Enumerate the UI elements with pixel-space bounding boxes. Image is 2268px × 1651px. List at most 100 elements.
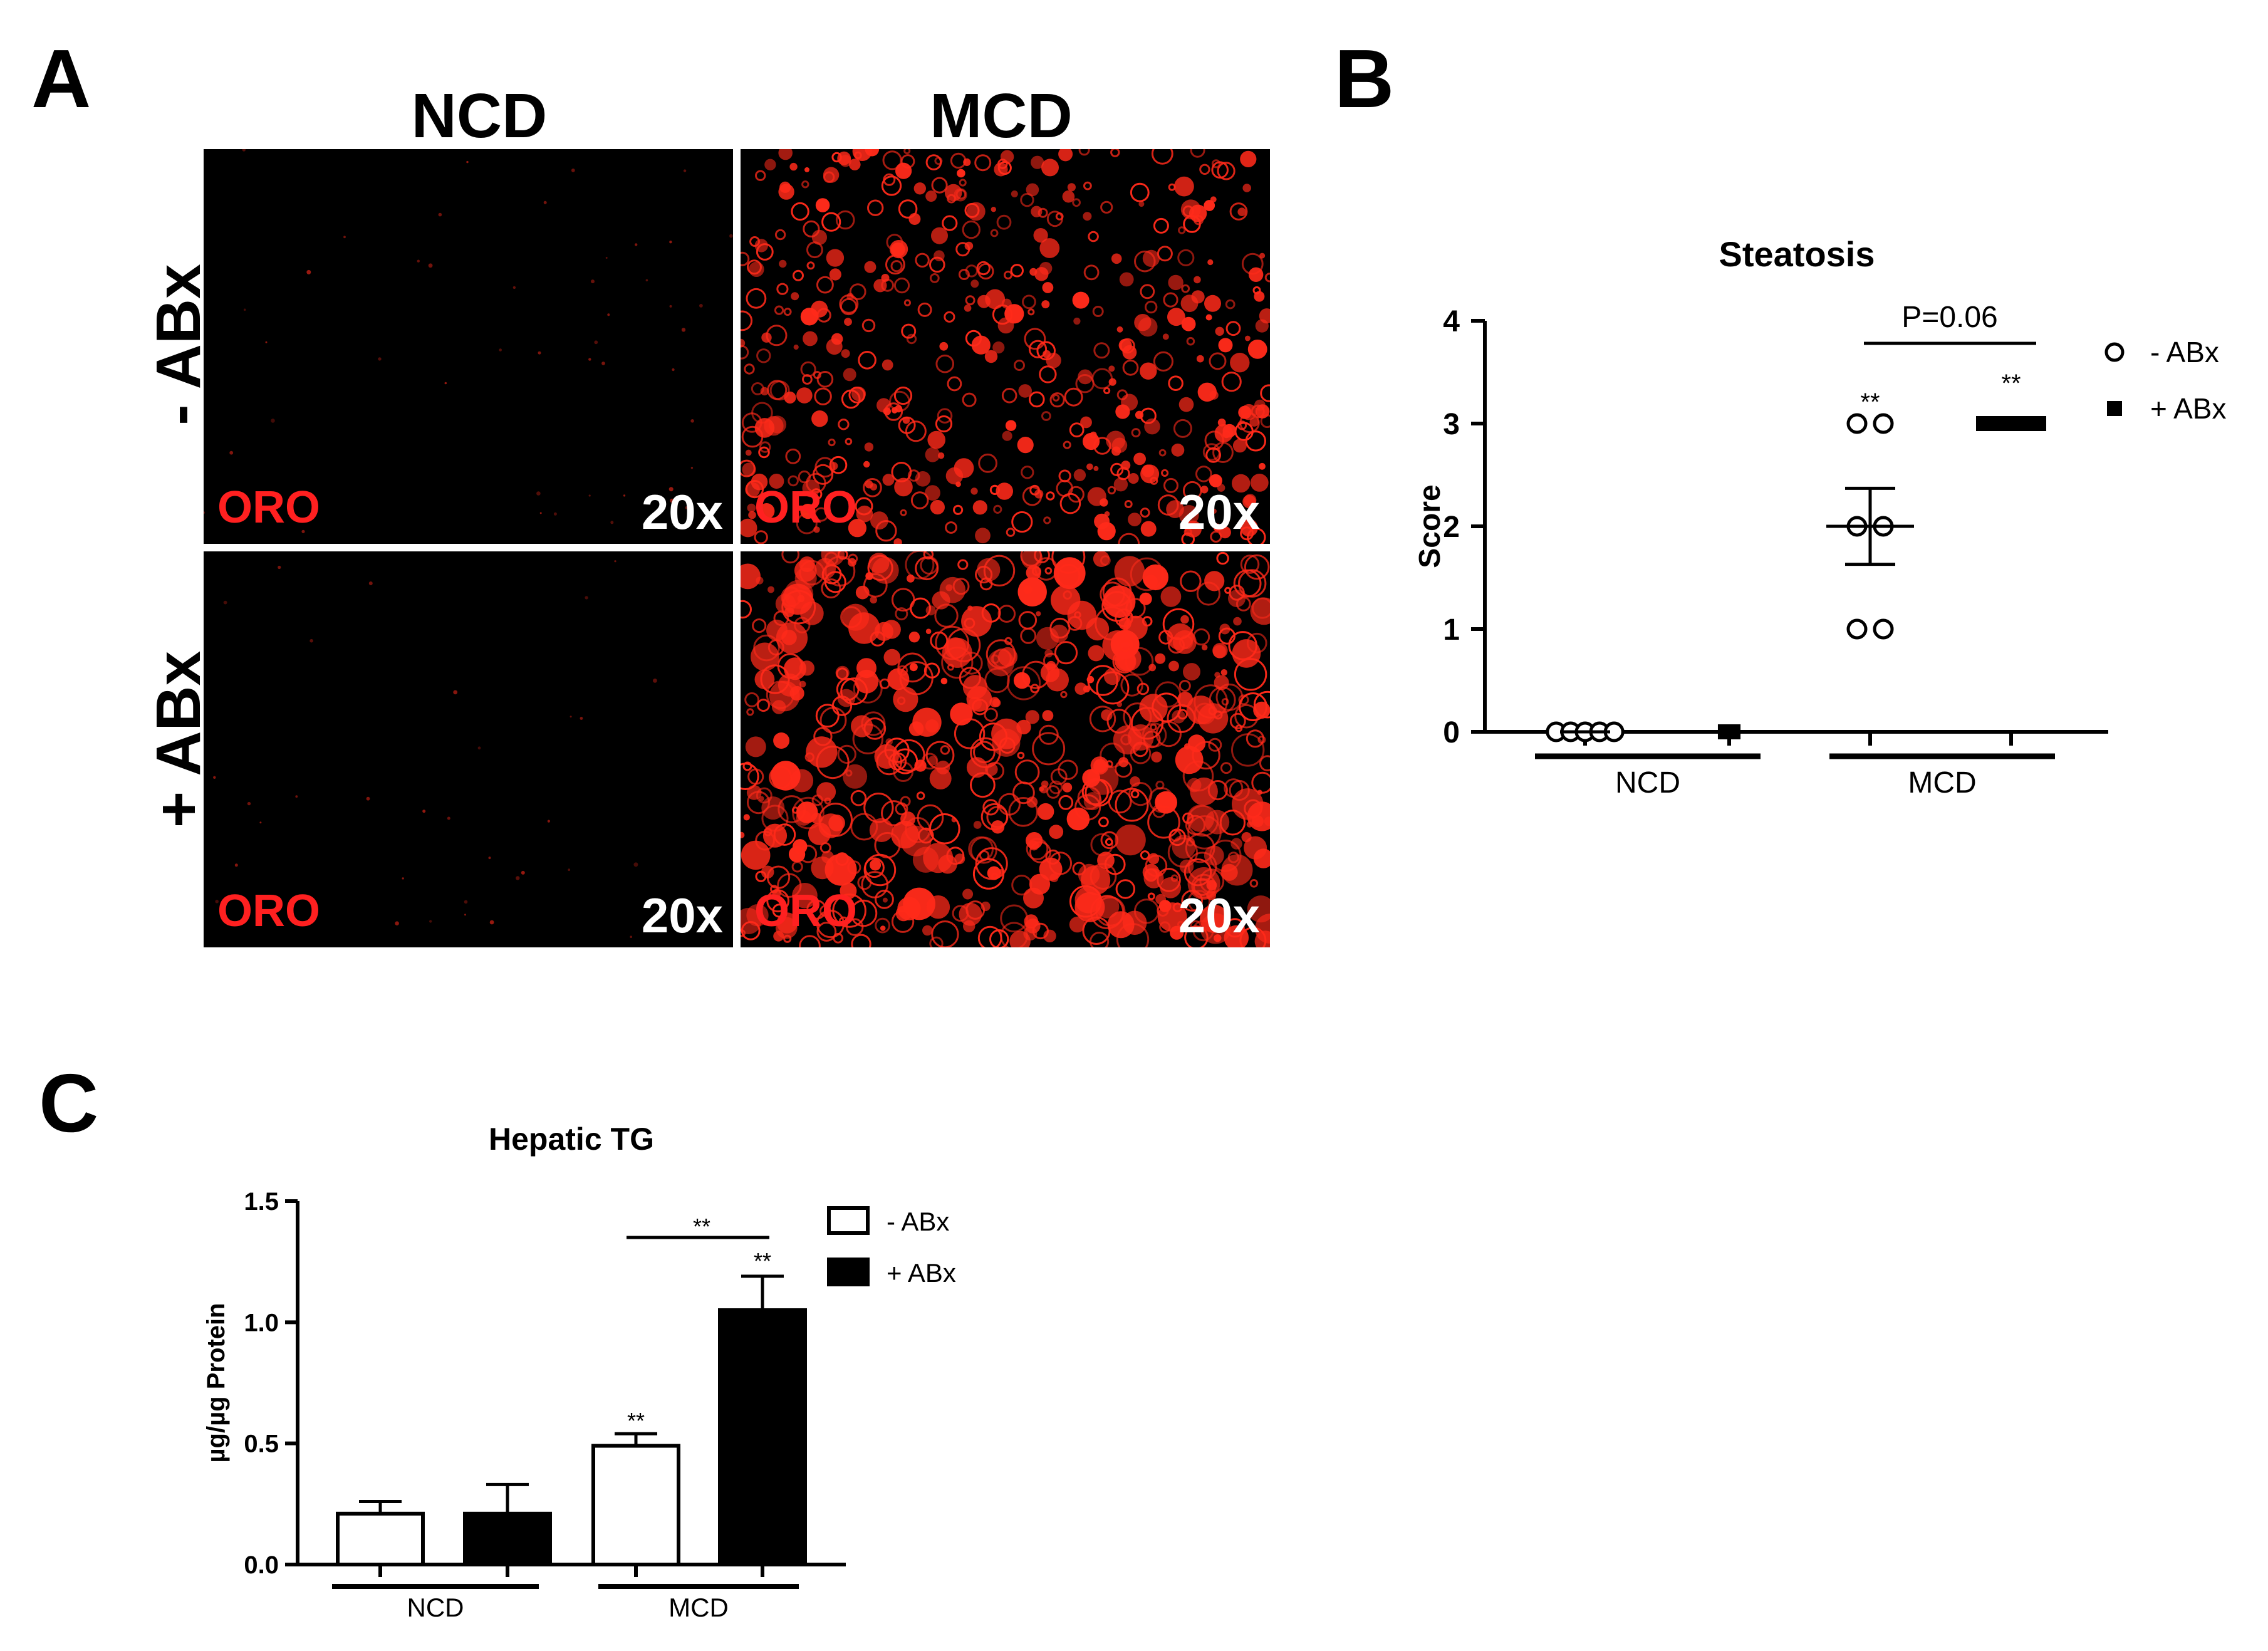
lipid-droplet — [850, 789, 867, 806]
lipid-droplet — [785, 448, 801, 464]
lipid-droplet — [1257, 789, 1262, 795]
lipid-droplet — [1135, 410, 1144, 419]
lipid-droplet — [1043, 516, 1051, 524]
data-point — [1846, 516, 1868, 537]
lipid-droplet — [1056, 479, 1073, 497]
stain-label: ORO — [754, 886, 858, 936]
lipid-droplet — [929, 273, 940, 283]
lipid-droplet — [1234, 704, 1259, 729]
data-point — [1725, 724, 1741, 739]
lipid-droplet — [908, 632, 920, 643]
lipid-droplet — [882, 620, 901, 639]
lipid-droplet — [1018, 384, 1032, 398]
lipid-droplet — [1083, 181, 1092, 190]
lipid-droplet — [1139, 694, 1168, 722]
data-point — [1976, 416, 1991, 431]
lipid-droplet — [447, 816, 450, 820]
lipid-droplet — [994, 162, 1008, 177]
lipid-droplet — [1039, 786, 1044, 792]
lipid-droplet — [1190, 920, 1202, 932]
lipid-droplet — [1151, 751, 1162, 763]
lipid-droplet — [1041, 780, 1049, 788]
lipid-droplet — [959, 179, 967, 187]
lipid-droplet — [814, 387, 832, 405]
lipid-droplet — [835, 852, 849, 866]
lipid-droplet — [900, 811, 916, 827]
lipid-droplet — [928, 756, 938, 766]
lipid-droplet — [1172, 630, 1197, 654]
lipid-droplet — [800, 308, 819, 326]
lipid-droplet — [741, 908, 762, 934]
lipid-droplet — [1036, 611, 1041, 617]
lipid-droplet — [1148, 664, 1157, 672]
lipid-droplet — [752, 618, 767, 633]
lipid-droplet — [890, 260, 903, 273]
lipid-droplet — [1093, 342, 1110, 359]
lipid-droplet — [791, 806, 799, 814]
legend-label: - ABx — [887, 1207, 949, 1236]
lipid-droplet — [893, 278, 910, 294]
lipid-droplet — [1001, 388, 1017, 404]
lipid-droplet — [942, 215, 958, 231]
lipid-droplet — [891, 588, 915, 612]
lipid-droplet — [1180, 570, 1202, 592]
lipid-droplet — [757, 699, 770, 712]
lipid-droplet — [1211, 159, 1221, 169]
lipid-droplet — [1100, 555, 1111, 566]
lipid-droplet — [852, 723, 884, 754]
lipid-droplet — [793, 344, 799, 350]
magnification-label: 20x — [1178, 484, 1260, 539]
lipid-droplet — [1108, 378, 1116, 386]
lipid-droplet — [751, 642, 779, 671]
lipid-droplet — [1183, 528, 1192, 536]
lipid-droplet — [898, 199, 918, 219]
data-point — [1603, 721, 1625, 742]
lipid-droplet — [1024, 328, 1046, 350]
x-tick-label: NCD — [1615, 766, 1680, 799]
lipid-droplet — [223, 600, 227, 605]
lipid-droplet — [743, 814, 750, 821]
lipid-droplet — [1168, 274, 1183, 291]
lipid-droplet — [741, 345, 749, 360]
lipid-droplet — [1153, 351, 1174, 372]
lipid-droplet — [902, 416, 910, 424]
lipid-droplet — [1222, 430, 1230, 439]
lipid-droplet — [960, 652, 983, 675]
lipid-droplet — [835, 665, 850, 680]
lipid-droplet — [1010, 264, 1024, 278]
lipid-droplet — [962, 888, 974, 900]
lipid-droplet — [1073, 317, 1081, 325]
lipid-droplet — [961, 606, 992, 637]
lipid-droplet — [1155, 721, 1182, 747]
lipid-droplet — [864, 261, 877, 273]
lipid-droplet — [791, 861, 803, 873]
lipid-droplet — [959, 902, 982, 926]
lipid-droplet — [796, 387, 813, 404]
lipid-droplet — [1214, 675, 1229, 690]
lipid-droplet — [516, 876, 520, 880]
lipid-droplet — [976, 261, 991, 276]
lipid-droplet — [1034, 557, 1058, 581]
lipid-droplet — [813, 526, 820, 533]
lipid-droplet — [1050, 768, 1068, 785]
lipid-droplet — [1130, 182, 1150, 202]
lipid-droplet — [1177, 249, 1195, 266]
lipid-droplet — [797, 595, 805, 603]
lipid-droplet — [1228, 631, 1258, 660]
lipid-droplet — [1186, 336, 1195, 346]
lipid-droplet — [828, 815, 845, 831]
row-header-minus-abx: - ABx — [143, 264, 214, 425]
lipid-droplet — [1150, 724, 1157, 731]
lipid-droplet — [1111, 253, 1122, 264]
lipid-droplet — [935, 625, 970, 660]
lipid-droplet — [477, 746, 481, 750]
lipid-droplet — [748, 511, 756, 519]
lipid-droplet — [395, 921, 399, 925]
lipid-droplet — [863, 853, 897, 887]
lipid-droplet — [906, 333, 917, 345]
lipid-droplet — [829, 268, 841, 281]
lipid-droplet — [848, 558, 856, 567]
lipid-droplet — [1178, 397, 1194, 412]
lipid-droplet — [242, 149, 246, 152]
lipid-droplet — [1246, 729, 1265, 748]
